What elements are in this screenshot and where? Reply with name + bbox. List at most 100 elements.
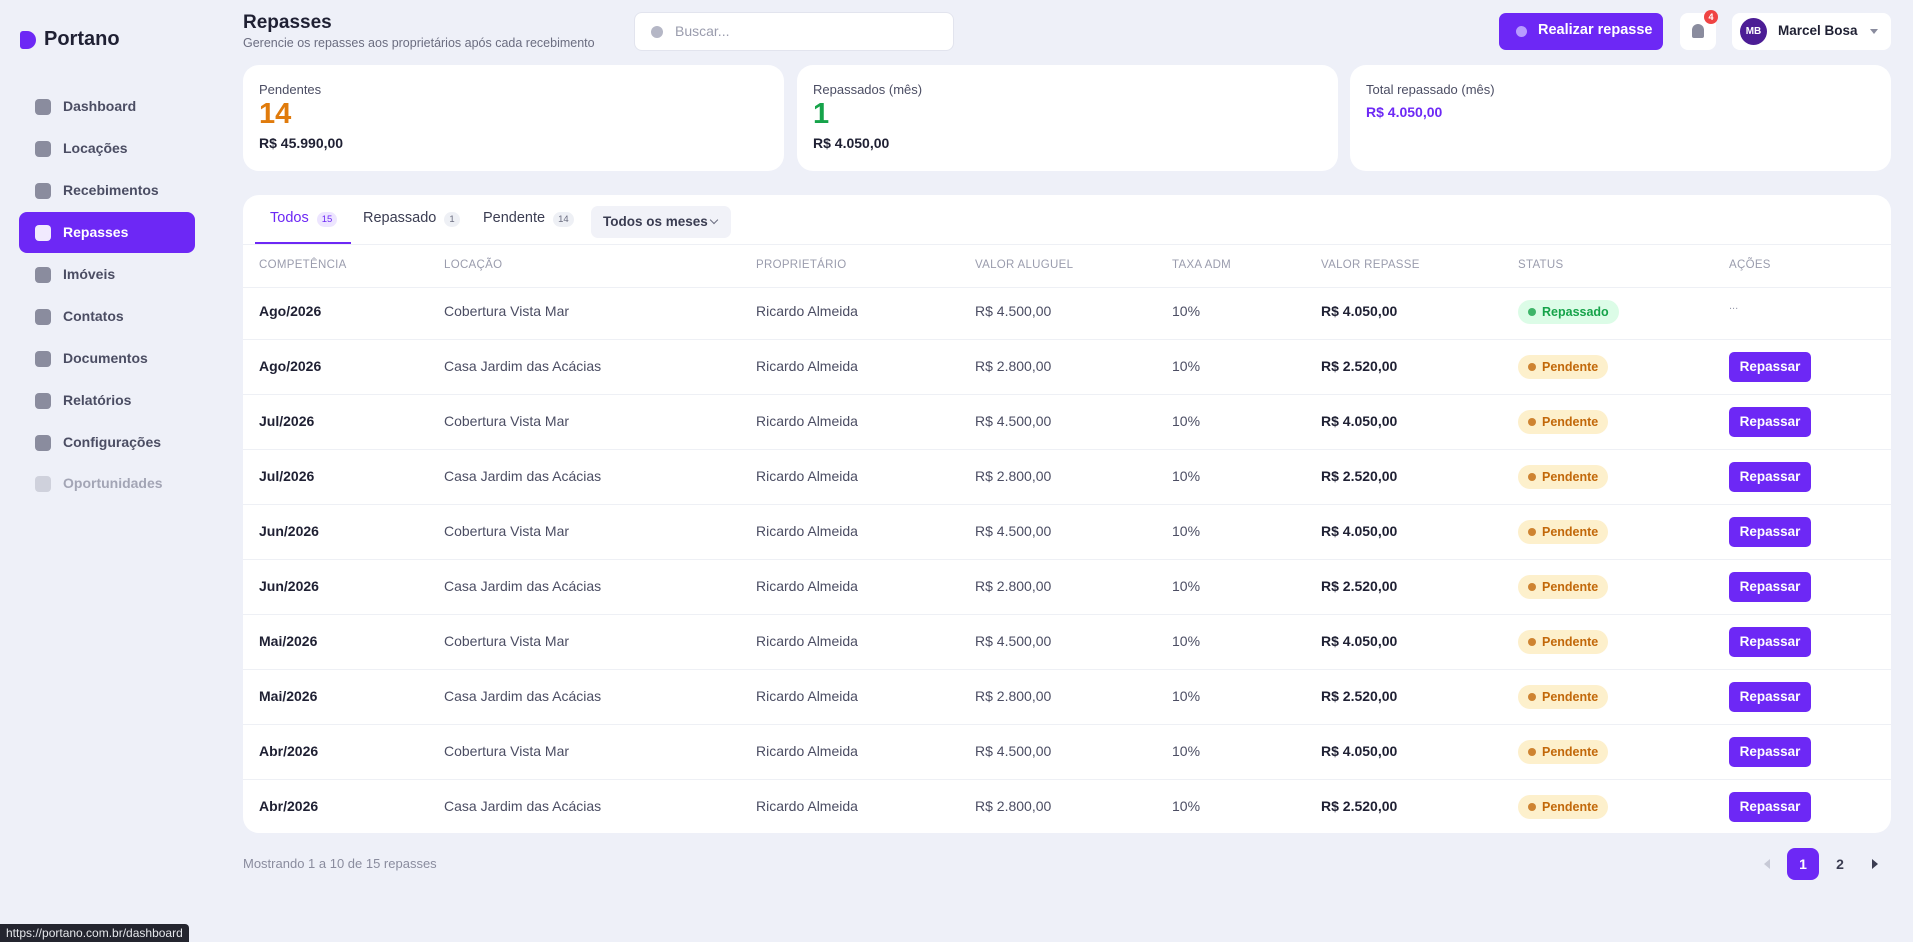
table-cell: 10% bbox=[1172, 523, 1201, 539]
tab-label: Repassado bbox=[363, 210, 437, 226]
table-cell: R$ 4.500,00 bbox=[975, 303, 1052, 319]
card-value: 14 bbox=[259, 98, 292, 130]
table-cell: Mai/2026 bbox=[259, 633, 318, 649]
page-button[interactable]: 1 bbox=[1787, 848, 1819, 880]
column-header: AÇÕES bbox=[1729, 259, 1771, 271]
status-label: Pendente bbox=[1542, 690, 1599, 704]
table-cell: R$ 2.800,00 bbox=[975, 468, 1052, 484]
nav-item[interactable]: Oportunidades bbox=[63, 475, 163, 491]
page-title: Repasses bbox=[243, 12, 332, 33]
action-button[interactable]: Repassar bbox=[1729, 737, 1811, 767]
table-cell: Ricardo Almeida bbox=[756, 358, 858, 374]
nav-item[interactable]: Relatórios bbox=[63, 392, 132, 408]
table-cell: R$ 2.520,00 bbox=[1321, 358, 1398, 374]
table-cell: Ricardo Almeida bbox=[756, 468, 858, 484]
column-header: PROPRIETÁRIO bbox=[756, 259, 847, 271]
table-cell: Cobertura Vista Mar bbox=[444, 633, 570, 649]
nav-item[interactable]: Repasses bbox=[63, 224, 129, 240]
status-dot bbox=[1528, 693, 1536, 701]
tab-label: Pendente bbox=[483, 210, 546, 226]
table-cell: R$ 4.050,00 bbox=[1321, 303, 1398, 319]
footer-summary: Mostrando 1 a 10 de 15 repasses bbox=[243, 856, 437, 871]
status-dot bbox=[1528, 363, 1536, 371]
nav-item[interactable]: Dashboard bbox=[63, 98, 137, 114]
tab-label: Todos bbox=[270, 210, 309, 226]
table-cell: R$ 4.500,00 bbox=[975, 633, 1052, 649]
next-page[interactable] bbox=[1872, 859, 1878, 869]
search-box[interactable]: Buscar... bbox=[634, 12, 954, 51]
action-button[interactable]: Repassar bbox=[1729, 572, 1811, 602]
status-dot bbox=[1528, 308, 1536, 316]
nav-item[interactable]: Documentos bbox=[63, 350, 148, 366]
tab[interactable]: Pendente 14 bbox=[483, 209, 574, 239]
summary-card: Total repassado (mês) R$ 4.050,00 bbox=[1350, 65, 1891, 171]
table-cell: 10% bbox=[1172, 468, 1201, 484]
table-cell: Jul/2026 bbox=[259, 413, 315, 429]
table-cell: Abr/2026 bbox=[259, 798, 319, 814]
status-dot bbox=[1528, 638, 1536, 646]
search-placeholder: Buscar... bbox=[675, 23, 730, 39]
page-button[interactable]: 2 bbox=[1836, 856, 1844, 872]
table-cell: 10% bbox=[1172, 688, 1201, 704]
card-sub: R$ 4.050,00 bbox=[1366, 104, 1443, 120]
table-panel: Todos 15 Repassado 1 Pendente 14 Todos os mese… bbox=[243, 195, 1891, 833]
table-cell: Jun/2026 bbox=[259, 523, 319, 539]
filter-caret bbox=[709, 215, 719, 225]
action-button[interactable]: Repassar bbox=[1729, 517, 1811, 547]
action-button[interactable]: Repassar bbox=[1729, 627, 1811, 657]
action-button[interactable]: Repassar bbox=[1729, 682, 1811, 712]
status-dot bbox=[1528, 748, 1536, 756]
row-divider bbox=[243, 339, 1891, 340]
tab[interactable]: Repassado 1 bbox=[363, 209, 460, 239]
nav-item[interactable]: Configurações bbox=[63, 434, 162, 450]
nav-icon bbox=[35, 267, 51, 283]
table-cell: 10% bbox=[1172, 578, 1201, 594]
table-cell: R$ 4.500,00 bbox=[975, 413, 1052, 429]
table-cell: R$ 2.520,00 bbox=[1321, 468, 1398, 484]
table-cell: Ricardo Almeida bbox=[756, 523, 858, 539]
nav-icon bbox=[35, 309, 51, 325]
row-divider bbox=[243, 449, 1891, 450]
table-cell: Jul/2026 bbox=[259, 468, 315, 484]
action-button[interactable]: Repassar bbox=[1729, 407, 1811, 437]
table-cell: R$ 4.500,00 bbox=[975, 523, 1052, 539]
notification-badge: 4 bbox=[1704, 10, 1718, 24]
status-pill: Pendente bbox=[1518, 795, 1609, 819]
nav-item[interactable]: Contatos bbox=[63, 308, 124, 324]
tab-count: 14 bbox=[553, 212, 574, 227]
action-button[interactable]: Repassar bbox=[1729, 352, 1811, 382]
nav-item[interactable]: Imóveis bbox=[63, 266, 116, 282]
table-cell: Ago/2026 bbox=[259, 303, 322, 319]
status-label: Pendente bbox=[1542, 745, 1599, 759]
status-pill: Pendente bbox=[1518, 575, 1609, 599]
notification-button[interactable]: 4 bbox=[1680, 10, 1718, 50]
column-header: VALOR REPASSE bbox=[1321, 259, 1420, 271]
column-header: COMPETÊNCIA bbox=[259, 259, 347, 271]
action-button[interactable]: Repassar bbox=[1729, 792, 1811, 822]
table-cell: R$ 4.050,00 bbox=[1321, 413, 1398, 429]
status-label: Repassado bbox=[1542, 305, 1609, 319]
tab-underline bbox=[255, 242, 352, 244]
status-pill: Pendente bbox=[1518, 465, 1609, 489]
button-label: Realizar repasse bbox=[1538, 22, 1653, 38]
user-menu[interactable]: MB Marcel Bosa bbox=[1732, 13, 1891, 50]
prev-page[interactable] bbox=[1764, 859, 1770, 869]
table-cell: Casa Jardim das Acácias bbox=[444, 688, 602, 704]
primary-button[interactable]: Realizar repasse bbox=[1499, 13, 1663, 50]
month-filter[interactable]: Todos os meses bbox=[591, 206, 731, 238]
action-menu[interactable]: ... bbox=[1729, 300, 1739, 312]
table-cell: R$ 4.500,00 bbox=[975, 743, 1052, 759]
nav-item[interactable]: Locações bbox=[63, 140, 128, 156]
brand: Portano bbox=[44, 28, 120, 50]
status-pill: Pendente bbox=[1518, 520, 1609, 544]
nav-item[interactable]: Recebimentos bbox=[63, 182, 159, 198]
status-label: Pendente bbox=[1542, 525, 1599, 539]
table-cell: 10% bbox=[1172, 633, 1201, 649]
nav-icon bbox=[35, 99, 51, 115]
table-cell: Ricardo Almeida bbox=[756, 798, 858, 814]
header-divider bbox=[243, 287, 1891, 288]
action-button[interactable]: Repassar bbox=[1729, 462, 1811, 492]
table-cell: Ricardo Almeida bbox=[756, 303, 858, 319]
tab[interactable]: Todos 15 bbox=[255, 209, 352, 244]
